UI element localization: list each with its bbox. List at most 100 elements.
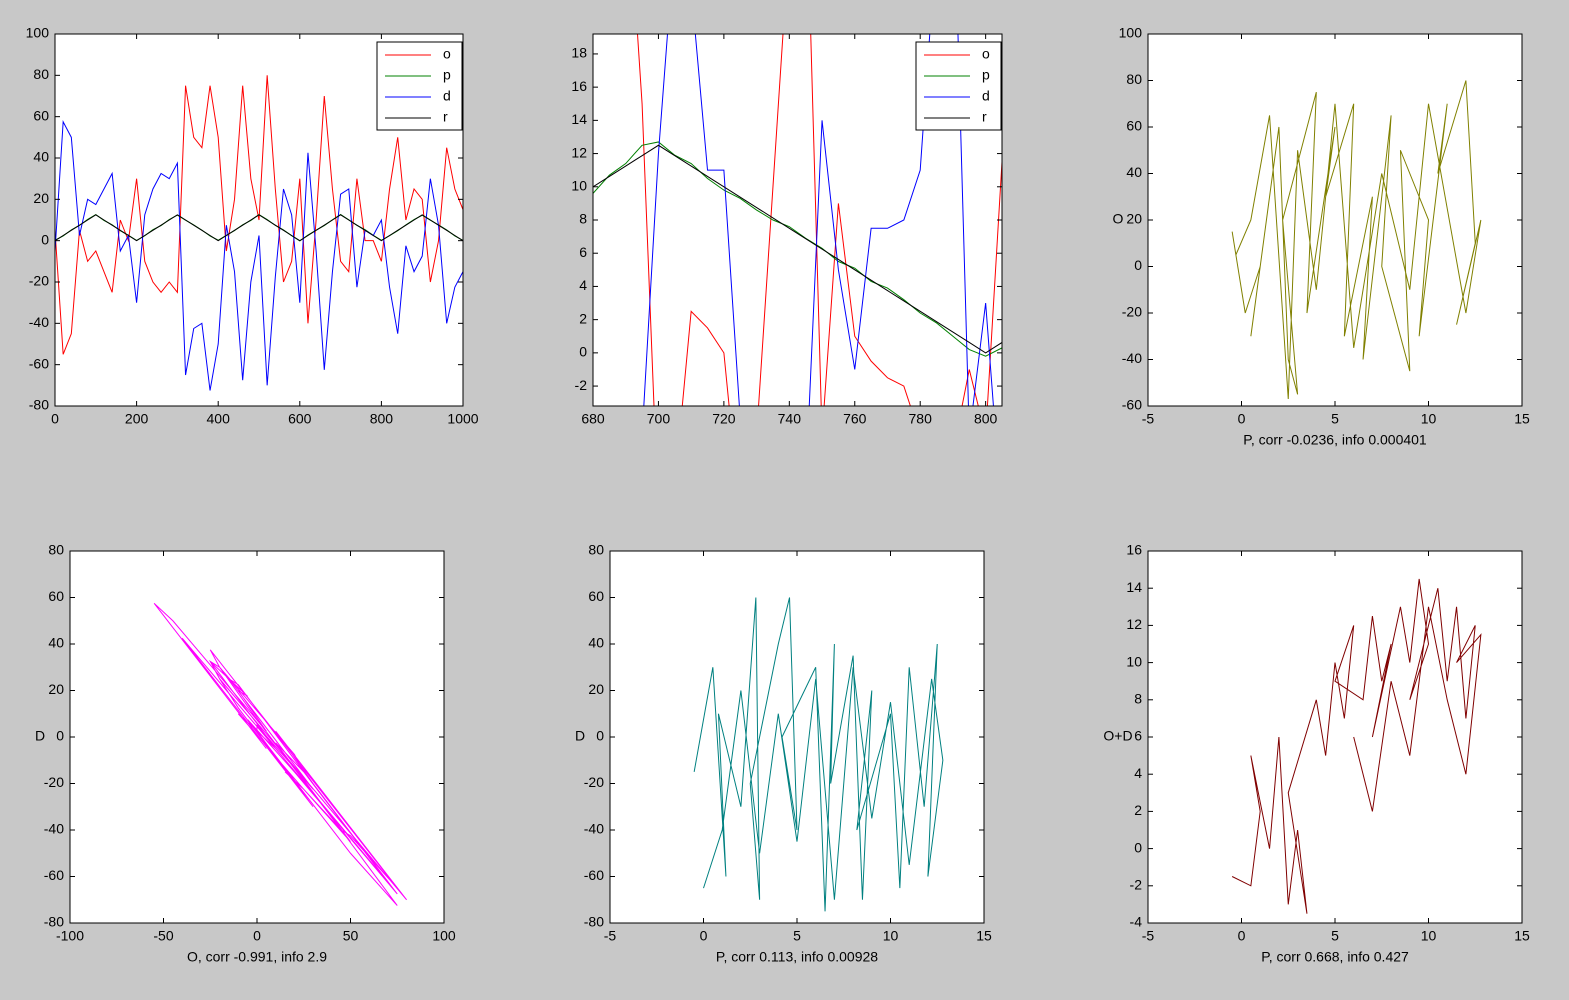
- axes-border: [1147, 550, 1523, 924]
- x-tick-label: -5: [1142, 411, 1155, 427]
- x-tick-label: 50: [343, 928, 359, 944]
- x-tick-label: -100: [56, 928, 84, 944]
- y-tick-label: 0: [579, 344, 587, 360]
- y-tick-label: 8: [1134, 691, 1142, 707]
- x-tick-label: 15: [1514, 928, 1530, 944]
- y-tick-label: 0: [1134, 257, 1142, 273]
- y-tick-label: 60: [588, 588, 604, 604]
- x-axis-label: P, corr -0.0236, info 0.000401: [1243, 432, 1427, 448]
- y-axis-label: D: [575, 728, 585, 744]
- axes-background: [1148, 34, 1522, 406]
- y-tick-label: -4: [1130, 914, 1143, 930]
- axes-border: [592, 33, 1003, 407]
- y-tick-label: -80: [584, 914, 604, 930]
- y-tick-label: 20: [588, 681, 604, 697]
- axes-border: [609, 550, 985, 924]
- x-tick-label: 700: [647, 411, 671, 427]
- series-line: [1231, 80, 1482, 400]
- y-tick-label: -60: [29, 355, 49, 371]
- x-axis-label: P, corr 0.113, info 0.00928: [716, 949, 878, 965]
- x-tick-label: -5: [604, 928, 617, 944]
- y-tick-label: -60: [44, 867, 64, 883]
- legend-label: o: [982, 46, 990, 62]
- y-tick-label: 12: [1126, 616, 1142, 632]
- x-tick-label: 780: [909, 411, 933, 427]
- y-tick-label: -40: [29, 314, 49, 330]
- y-axis-label: D: [35, 728, 45, 744]
- legend-label: p: [982, 67, 990, 83]
- x-tick-label: 200: [125, 411, 149, 427]
- series-line: [643, 34, 994, 406]
- x-tick-label: 0: [253, 928, 261, 944]
- legend-label: d: [982, 88, 990, 104]
- y-tick-label: 12: [571, 144, 587, 160]
- y-tick-label: 60: [1126, 118, 1142, 134]
- y-tick-label: 100: [26, 25, 50, 41]
- y-tick-label: 80: [48, 542, 64, 558]
- y-tick-label: -20: [584, 774, 604, 790]
- series-line: [55, 214, 463, 242]
- x-tick-label: 800: [370, 411, 394, 427]
- x-tick-label: 800: [974, 411, 998, 427]
- y-tick-label: 80: [1126, 71, 1142, 87]
- series-line: [55, 120, 463, 391]
- x-tick-label: 5: [1331, 928, 1339, 944]
- y-tick-label: -60: [584, 867, 604, 883]
- y-tick-label: -20: [44, 774, 64, 790]
- y-tick-label: 100: [1119, 25, 1143, 41]
- x-axis-label: O, corr -0.991, info 2.9: [187, 949, 327, 965]
- x-tick-label: -50: [153, 928, 173, 944]
- y-tick-label: 20: [33, 190, 49, 206]
- x-tick-label: 1000: [447, 411, 478, 427]
- y-tick-label: -2: [575, 377, 588, 393]
- x-tick-label: 720: [712, 411, 736, 427]
- y-tick-label: -60: [1122, 397, 1142, 413]
- x-tick-label: 0: [1238, 411, 1246, 427]
- x-axis-label: P, corr 0.668, info 0.427: [1261, 949, 1409, 965]
- x-tick-label: 0: [1238, 928, 1246, 944]
- y-tick-label: 40: [1126, 164, 1142, 180]
- x-tick-label: 10: [883, 928, 899, 944]
- y-tick-label: 20: [48, 681, 64, 697]
- axes-background: [610, 551, 984, 923]
- y-tick-label: 20: [1126, 211, 1142, 227]
- x-tick-label: -5: [1142, 928, 1155, 944]
- legend-label: r: [443, 109, 448, 125]
- y-tick-label: 0: [56, 728, 64, 744]
- legend-label: p: [443, 67, 451, 83]
- y-tick-label: -80: [29, 397, 49, 413]
- y-tick-label: 0: [1134, 839, 1142, 855]
- axes-border: [54, 33, 464, 407]
- y-tick-label: 60: [48, 588, 64, 604]
- y-tick-label: -2: [1130, 877, 1143, 893]
- legend-label: o: [443, 46, 451, 62]
- series-line: [593, 141, 1002, 357]
- x-tick-label: 400: [207, 411, 231, 427]
- x-tick-label: 10: [1421, 411, 1437, 427]
- x-tick-label: 100: [432, 928, 456, 944]
- legend-box: [915, 41, 1002, 131]
- axes-background: [1148, 551, 1522, 923]
- y-tick-label: -80: [44, 914, 64, 930]
- x-tick-label: 600: [288, 411, 312, 427]
- series-line: [693, 597, 944, 912]
- y-tick-label: 40: [588, 635, 604, 651]
- y-tick-label: 10: [571, 177, 587, 193]
- x-tick-label: 0: [51, 411, 59, 427]
- y-tick-label: 2: [1134, 802, 1142, 818]
- series-line: [55, 75, 463, 355]
- y-tick-label: 60: [33, 107, 49, 123]
- x-tick-label: 0: [700, 928, 708, 944]
- series-line: [593, 144, 1002, 354]
- series-line: [1231, 578, 1482, 914]
- y-tick-label: 4: [579, 277, 587, 293]
- y-tick-label: 18: [571, 45, 587, 61]
- y-tick-label: 16: [1126, 542, 1142, 558]
- axes-border: [69, 550, 445, 924]
- legend-label: d: [443, 88, 451, 104]
- y-tick-label: 80: [33, 66, 49, 82]
- x-tick-label: 760: [843, 411, 867, 427]
- y-tick-label: -40: [1122, 350, 1142, 366]
- x-tick-label: 10: [1421, 928, 1437, 944]
